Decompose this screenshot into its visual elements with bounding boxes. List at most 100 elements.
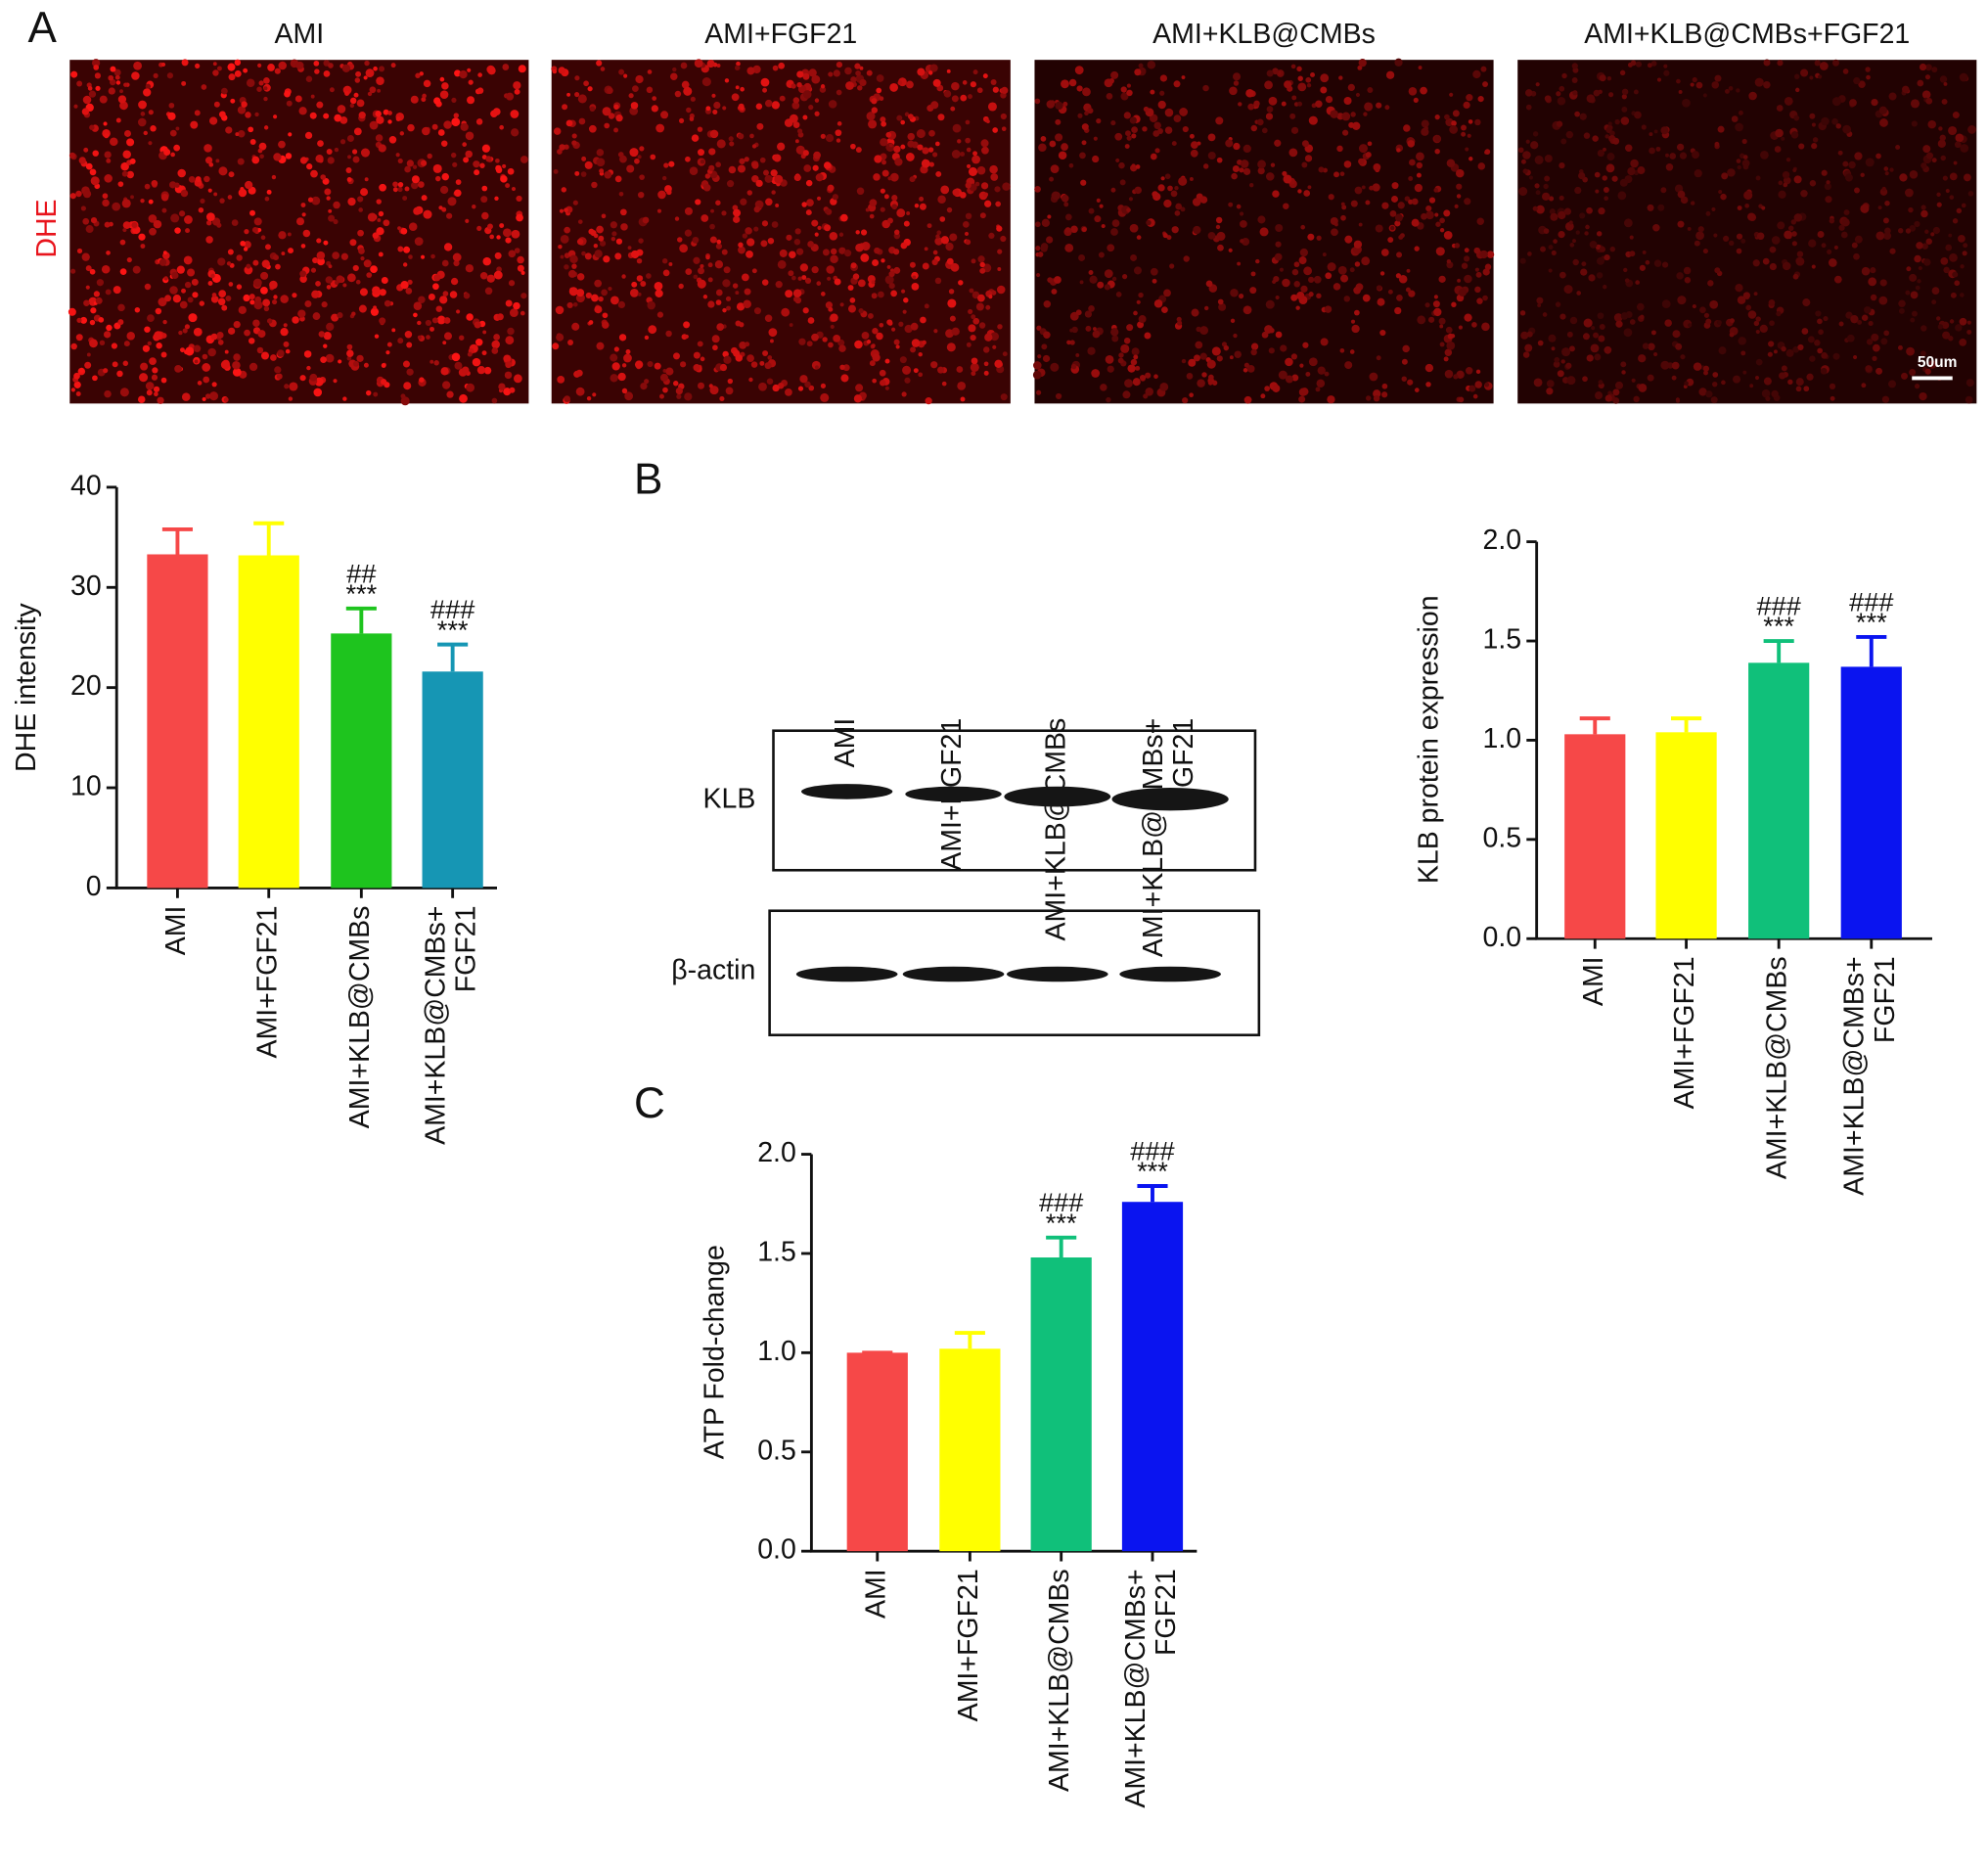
nucleus (1089, 275, 1098, 284)
nucleus (704, 173, 711, 179)
nucleus (83, 299, 90, 306)
band (1119, 966, 1221, 982)
nucleus (1365, 152, 1372, 159)
nucleus (275, 263, 281, 270)
nucleus (144, 283, 152, 291)
nucleus (1699, 306, 1706, 314)
nucleus (855, 230, 860, 235)
nucleus (1081, 123, 1089, 131)
nucleus (1264, 80, 1273, 90)
nucleus (1955, 324, 1963, 332)
nucleus (901, 391, 907, 397)
nucleus (1936, 202, 1942, 207)
nucleus (1414, 246, 1420, 251)
nucleus (1041, 218, 1051, 227)
nucleus (1206, 359, 1216, 369)
nucleus (945, 242, 954, 251)
nucleus (1543, 228, 1550, 234)
nucleus (1931, 67, 1938, 73)
nucleus (439, 76, 445, 82)
significance: *** (1137, 1156, 1168, 1186)
nucleus (970, 362, 979, 372)
nucleus (1883, 227, 1891, 235)
nucleus (1050, 164, 1060, 174)
nucleus (1377, 297, 1385, 306)
nucleus (190, 120, 199, 129)
nucleus (1797, 343, 1804, 351)
nucleus (794, 297, 802, 304)
nucleus (716, 239, 722, 245)
nucleus (1150, 267, 1158, 276)
nucleus (1556, 91, 1561, 97)
nucleus (180, 347, 185, 353)
nucleus (1308, 357, 1318, 367)
nucleus (1860, 204, 1870, 213)
nucleus (217, 340, 224, 345)
nucleus (1911, 310, 1918, 317)
nucleus (1351, 324, 1360, 334)
nucleus (1519, 257, 1526, 264)
nucleus (880, 206, 885, 212)
nucleus (888, 270, 895, 278)
nucleus (1126, 83, 1131, 88)
nucleus (1358, 158, 1365, 165)
nucleus (1596, 256, 1604, 265)
nucleus (505, 336, 515, 345)
nucleus (102, 199, 110, 207)
nucleus (131, 71, 140, 80)
nucleus (768, 328, 778, 338)
nucleus (1472, 69, 1481, 79)
nucleus (1461, 124, 1467, 131)
nucleus (496, 313, 504, 321)
nucleus (1372, 183, 1380, 192)
nucleus (104, 331, 112, 339)
nucleus (516, 213, 523, 222)
nucleus (1411, 198, 1419, 205)
nucleus (1677, 296, 1687, 305)
nucleus (1177, 320, 1183, 326)
nucleus (321, 301, 328, 308)
nucleus (847, 304, 857, 313)
nucleus (911, 339, 921, 347)
nucleus (624, 391, 634, 401)
nucleus (1215, 216, 1223, 224)
nucleus (433, 97, 441, 105)
nucleus (1134, 186, 1142, 195)
nucleus (363, 259, 372, 268)
nucleus (1350, 200, 1358, 207)
nucleus (1061, 79, 1069, 89)
nucleus (1524, 343, 1533, 352)
nucleus (1461, 262, 1468, 269)
nucleus (204, 157, 213, 164)
nucleus (1305, 371, 1311, 377)
nucleus (1299, 248, 1308, 257)
nucleus (1953, 160, 1958, 165)
nucleus (946, 206, 953, 213)
nucleus (288, 396, 294, 401)
nucleus (273, 254, 279, 261)
nucleus (211, 293, 217, 297)
nucleus (1037, 354, 1042, 359)
nucleus (199, 300, 205, 306)
nucleus (763, 169, 769, 176)
nucleus (414, 237, 424, 247)
nucleus (629, 288, 639, 297)
nucleus (599, 240, 607, 247)
nucleus (162, 251, 167, 255)
nucleus (1273, 275, 1280, 283)
nucleus (1767, 351, 1773, 357)
nucleus (70, 388, 75, 392)
nucleus (903, 297, 909, 303)
nucleus (1818, 329, 1824, 336)
nucleus (1401, 376, 1407, 382)
nucleus (1922, 145, 1931, 154)
nucleus (73, 381, 81, 388)
nucleus (233, 320, 241, 329)
nucleus (764, 314, 773, 323)
nucleus (383, 219, 390, 227)
nucleus (1402, 344, 1410, 353)
nucleus (992, 86, 999, 93)
nucleus (797, 276, 802, 281)
nucleus (101, 264, 111, 274)
nucleus (520, 156, 528, 163)
